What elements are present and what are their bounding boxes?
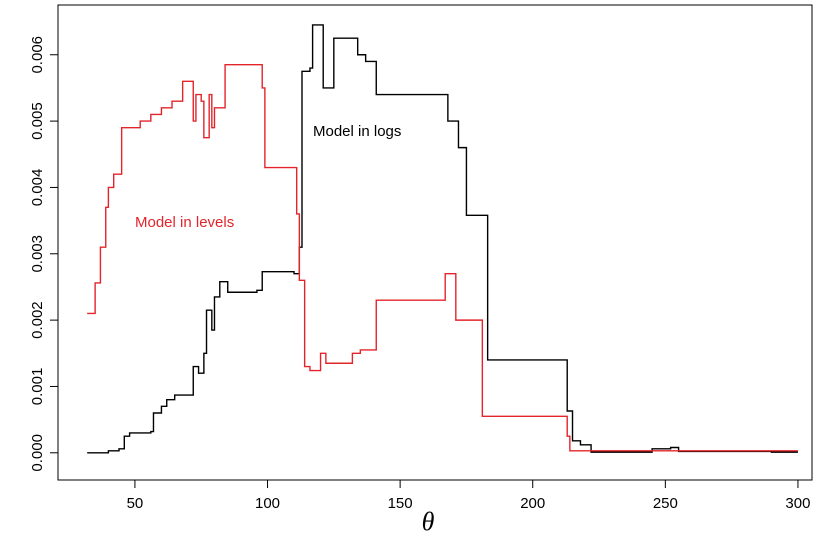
y-tick-label: 0.000 <box>29 434 46 472</box>
annotation: Model in levels <box>135 214 234 231</box>
x-tick-label: 150 <box>388 495 413 512</box>
step-line <box>87 64 798 452</box>
y-tick-label: 0.003 <box>29 235 46 273</box>
plot-frame <box>57 4 813 481</box>
x-tick-label: 200 <box>520 495 545 512</box>
y-tick-label: 0.001 <box>29 368 46 406</box>
x-tick-label: 100 <box>255 495 280 512</box>
y-tick-label: 0.002 <box>29 301 46 339</box>
x-tick-label: 300 <box>785 495 810 512</box>
y-tick-label: 0.004 <box>29 169 46 207</box>
y-tick-label: 0.005 <box>29 102 46 140</box>
annotation: Model in logs <box>313 123 401 140</box>
y-tick-label: 0.006 <box>29 36 46 74</box>
x-tick-label: 250 <box>653 495 678 512</box>
x-tick-label: 50 <box>127 495 144 512</box>
x-axis-label: θ <box>422 507 435 536</box>
